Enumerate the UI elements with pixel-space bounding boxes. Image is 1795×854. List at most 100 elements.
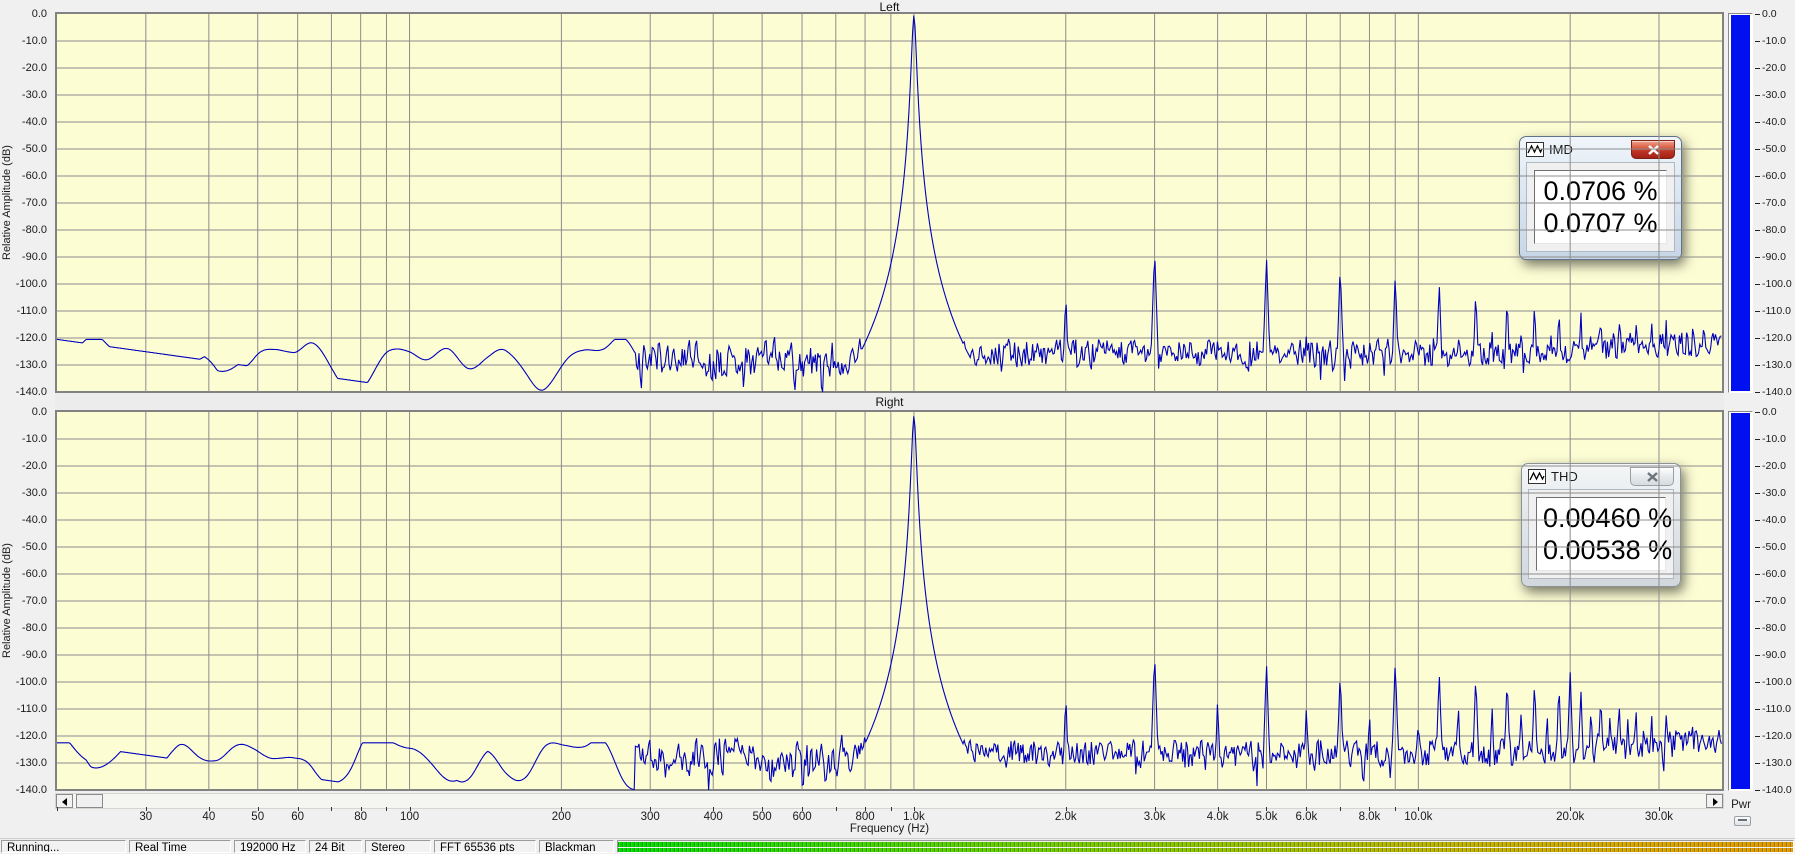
meter-tick-label: -100.0 (1762, 676, 1792, 688)
meter-tick-label: -130.0 (1762, 359, 1792, 371)
y-tick-label: 0.0 (31, 406, 47, 418)
x-tick (257, 807, 259, 811)
pwr-minimized-window-button[interactable] (1734, 816, 1751, 826)
x-tick-label: 200 (551, 811, 571, 823)
right-arrow-icon (1713, 798, 1718, 806)
y-tick-label: -10.0 (21, 35, 47, 47)
x-tick (1395, 807, 1397, 811)
y-tick-label: -140.0 (15, 784, 47, 796)
meter-tick-label: -40.0 (1762, 514, 1786, 526)
x-tick-label: 500 (752, 811, 772, 823)
meter-tick-label: -120.0 (1762, 730, 1792, 742)
imd-window[interactable]: IMD 0.0706 % 0.0707 % (1519, 136, 1682, 260)
meter-tick (1755, 68, 1760, 69)
meter-tick-label: -60.0 (1762, 568, 1786, 580)
meter-tick (1755, 763, 1760, 764)
y-tick-label: -20.0 (21, 62, 47, 74)
meter-tick-label: -110.0 (1762, 703, 1791, 715)
meter-tick (1755, 790, 1760, 791)
x-tick (650, 807, 652, 811)
right-channel-level-meter (1728, 411, 1753, 791)
spectrum-plot-left (57, 14, 1722, 392)
meter-tick (1755, 284, 1760, 285)
x-tick (1658, 807, 1660, 811)
meter-tick-label: -100.0 (1762, 278, 1792, 290)
meter-tick-label: -110.0 (1762, 305, 1791, 317)
meter-tick-label: -20.0 (1762, 62, 1786, 74)
meter-tick (1755, 14, 1760, 15)
x-tick (145, 807, 147, 811)
x-tick (865, 807, 867, 811)
y-tick-label: -70.0 (21, 197, 47, 209)
restore-icon (1738, 819, 1747, 821)
y-tick-label: -20.0 (21, 460, 47, 472)
scrollbar-thumb[interactable] (76, 794, 103, 808)
meter-tick (1755, 176, 1760, 177)
spectrum-trace-right (57, 416, 1722, 790)
imd-value-box: 0.0706 % 0.0707 % (1534, 170, 1667, 244)
status-panel-2: 192000 Hz (234, 840, 306, 853)
x-tick (1369, 807, 1371, 811)
x-tick (360, 807, 362, 811)
meter-tick (1755, 203, 1760, 204)
meter-tick-label: -80.0 (1762, 622, 1786, 634)
x-tick (409, 807, 411, 811)
x-tick-label: 10.0k (1404, 811, 1433, 823)
meter-tick (1755, 95, 1760, 96)
meter-tick-label: -120.0 (1762, 332, 1792, 344)
meter-tick (1755, 257, 1760, 258)
x-tick-label: 60 (291, 811, 305, 823)
meter-tick (1755, 655, 1760, 656)
y-tick-label: -120.0 (15, 332, 47, 344)
meter-tick (1755, 628, 1760, 629)
x-tick (890, 807, 892, 811)
meter-tick-label: -140.0 (1762, 784, 1792, 796)
meter-tick (1755, 122, 1760, 123)
led-meter-row-left (618, 842, 1793, 847)
y-tick-label: -140.0 (15, 386, 47, 398)
status-panel-4: Stereo (365, 840, 431, 853)
meter-tick-label: -50.0 (1762, 143, 1786, 155)
meter-tick (1755, 493, 1760, 494)
y-tick-label: -70.0 (21, 595, 47, 607)
x-tick (57, 807, 58, 811)
x-tick-label: 30.0k (1644, 811, 1674, 823)
x-tick (802, 807, 804, 811)
frequency-axis-label: Frequency (Hz) (849, 823, 930, 835)
thd-close-button[interactable] (1630, 466, 1674, 486)
thd-window[interactable]: THD 0.00460 % 0.00538 % (1521, 463, 1681, 587)
meter-tick-label: -80.0 (1762, 224, 1786, 236)
meter-tick (1755, 230, 1760, 231)
y-tick-label: 0.0 (31, 8, 47, 20)
meter-tick-label: -140.0 (1762, 386, 1792, 398)
thd-window-body: 0.00460 % 0.00538 % (1528, 489, 1674, 579)
thd-window-title: THD (1551, 469, 1578, 484)
x-tick-label: 8.0k (1358, 811, 1381, 823)
x-tick-label: 30 (139, 811, 153, 823)
signal-level-led-meter (617, 840, 1794, 853)
y-tick-label: -90.0 (21, 649, 47, 661)
scroll-left-button[interactable] (56, 794, 73, 808)
right-level-meter-fill (1731, 413, 1750, 789)
meter-tick (1755, 520, 1760, 521)
meter-tick-label: -90.0 (1762, 251, 1786, 263)
x-tick (762, 807, 764, 811)
x-tick (1154, 807, 1156, 811)
x-tick (208, 807, 210, 811)
x-tick-label: 1.0k (903, 811, 925, 823)
y-tick-label: -100.0 (15, 676, 47, 688)
close-icon (1647, 471, 1658, 482)
spectrum-trace-left (57, 15, 1722, 392)
thd-window-titlebar[interactable]: THD (1528, 464, 1674, 489)
y-tick-label: -110.0 (16, 305, 47, 317)
x-tick (913, 807, 915, 811)
status-bar: Running... Real Time 192000 Hz 24 Bit Stereo… (0, 838, 1795, 854)
meter-tick-label: -30.0 (1762, 89, 1786, 101)
meter-tick-label: -10.0 (1762, 433, 1786, 445)
left-arrow-icon (62, 798, 67, 806)
meter-tick (1755, 439, 1760, 440)
meter-tick-label: 0.0 (1762, 406, 1777, 418)
frequency-scrollbar[interactable] (55, 793, 1724, 809)
scroll-right-button[interactable] (1706, 794, 1723, 808)
